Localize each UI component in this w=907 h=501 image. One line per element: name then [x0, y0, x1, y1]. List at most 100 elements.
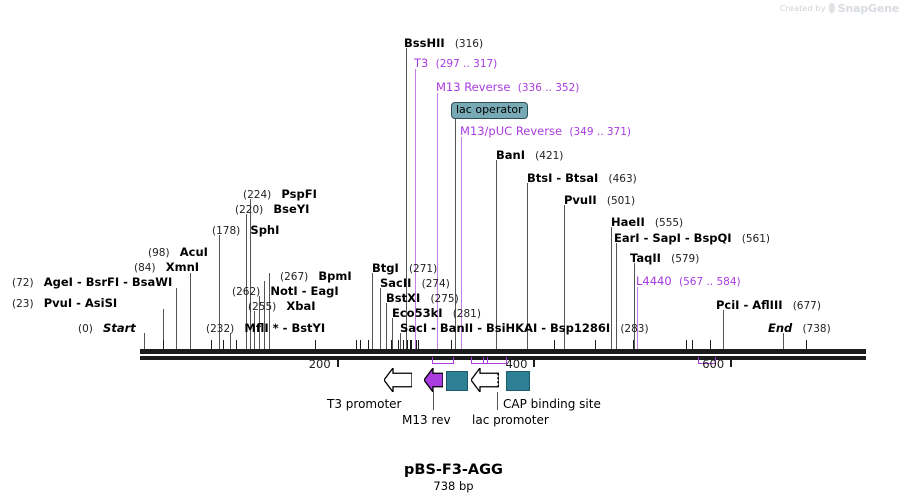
terminal-position: (738)	[802, 323, 831, 335]
enzyme-label-acui[interactable]: (98) AcuI	[148, 245, 208, 259]
enzyme-label-pspfi[interactable]: (224) PspFI	[243, 187, 317, 201]
enzyme-label-noti-eagi[interactable]: (262) NotI - EagI	[232, 284, 339, 298]
feature-name: L4440	[636, 274, 672, 288]
dna-strand-bottom	[140, 356, 866, 360]
leader-line	[250, 199, 251, 349]
feature-label-t3[interactable]: T3 (297 .. 317)	[414, 57, 497, 70]
leader-line	[176, 288, 177, 349]
restriction-site-tick	[315, 340, 316, 349]
watermark-brand: SnapGene	[837, 2, 899, 15]
enzyme-label-pvuii[interactable]: PvuII (501)	[564, 193, 635, 207]
enzyme-position: (579)	[671, 253, 700, 265]
leader-line	[144, 333, 145, 349]
leader-line	[380, 288, 381, 349]
enzyme-label-bstxi[interactable]: BstXI (275)	[386, 291, 459, 305]
enzyme-names: XbaI	[286, 299, 316, 313]
feature-range: (336 .. 352)	[517, 82, 580, 94]
leader-line	[392, 318, 393, 349]
enzyme-label-bpmi[interactable]: (267) BpmI	[280, 269, 352, 283]
restriction-site-tick	[410, 340, 411, 349]
enzyme-label-btgi[interactable]: BtgI (271)	[372, 261, 437, 275]
enzyme-position: (84)	[134, 262, 156, 274]
enzyme-label-agei-bsrfi-bsawi[interactable]: (72) AgeI - BsrFI - BsaWI	[12, 275, 172, 289]
enzyme-position: (220)	[235, 204, 264, 216]
restriction-site-tick	[211, 340, 212, 349]
feature-range-bracket	[697, 357, 717, 364]
feature-glyph-m13-rev[interactable]	[423, 366, 444, 396]
feature-glyph-lac-promoter[interactable]	[470, 366, 500, 396]
enzyme-label-pvui-asisi[interactable]: (23) PvuI - AsiSI	[12, 296, 117, 310]
enzyme-names: PspFI	[281, 187, 317, 201]
enzyme-names: NotI - EagI	[270, 284, 339, 298]
enzyme-label-eco53ki[interactable]: Eco53kI (281)	[392, 306, 481, 320]
feature-glyph-label-lac-promoter: lac promoter	[472, 413, 549, 427]
enzyme-position: (283)	[620, 323, 649, 335]
enzyme-label-xbai[interactable]: (255) XbaI	[248, 299, 316, 313]
leader-line	[564, 205, 565, 349]
enzyme-label-bseyi[interactable]: (220) BseYI	[235, 202, 309, 216]
enzyme-position: (463)	[608, 173, 637, 185]
enzyme-position: (232)	[206, 323, 235, 335]
enzyme-names: MflI * - BstYI	[244, 321, 326, 335]
feature-range-bracket	[483, 357, 507, 364]
leader-line	[415, 69, 417, 349]
feature-name: M13/pUC Reverse	[460, 124, 563, 138]
enzyme-position: (224)	[243, 189, 272, 201]
enzyme-label-bsshii[interactable]: BssHII (316)	[404, 36, 483, 50]
feature-label-m13-puc-rev[interactable]: M13/pUC Reverse (349 .. 371)	[460, 125, 631, 138]
tag-lac-operator[interactable]: lac operator	[451, 102, 528, 119]
enzyme-label-saci-banii[interactable]: SacI - BanII - BsiHKAI - Bsp1286I (283)	[400, 321, 649, 335]
restriction-site-tick	[407, 340, 408, 349]
leader-line	[437, 93, 439, 349]
enzyme-position: (316)	[454, 38, 484, 50]
feature-label-m13-reverse[interactable]: M13 Reverse (336 .. 352)	[436, 81, 579, 94]
leader-line	[386, 303, 387, 349]
enzyme-position: (501)	[606, 195, 636, 207]
enzyme-label-mfli-bstyi[interactable]: (232) MflI * - BstYI	[206, 321, 325, 335]
restriction-site-tick	[403, 340, 404, 349]
restriction-site-tick	[806, 340, 807, 349]
feature-label-l4440[interactable]: L4440 (567 .. 584)	[636, 275, 741, 288]
leader-line	[163, 309, 164, 349]
enzyme-names: HaeII	[611, 215, 645, 229]
dna-strand-top	[140, 349, 866, 354]
enzyme-position: (72)	[12, 277, 34, 289]
enzyme-label-taqii[interactable]: TaqII (579)	[630, 251, 699, 265]
enzyme-names: BtgI	[372, 261, 399, 275]
page-title: pBS-F3-AGG	[404, 462, 503, 478]
enzyme-position: (98)	[148, 247, 170, 259]
enzyme-names: XmnI	[165, 260, 200, 274]
enzyme-label-sacii[interactable]: SacII (274)	[380, 276, 450, 290]
leader-line	[400, 333, 401, 349]
enzyme-label-pcii-afliii[interactable]: PciI - AflIII (677)	[716, 298, 821, 312]
restriction-site-tick	[633, 340, 634, 349]
enzyme-names: SacI - BanII - BsiHKAI - Bsp1286I	[400, 321, 611, 335]
feature-glyph-label-m13-rev: M13 rev	[402, 413, 451, 427]
enzyme-position: (23)	[12, 298, 34, 310]
enzyme-label-xmni[interactable]: (84) XmnI	[134, 260, 199, 274]
enzyme-label-haeii[interactable]: HaeII (555)	[611, 215, 683, 229]
feature-range: (567 .. 584)	[679, 276, 741, 288]
leader-line	[246, 214, 247, 349]
enzyme-label-bani[interactable]: BanI (421)	[496, 148, 563, 162]
leader-line	[634, 263, 635, 349]
leader-line	[190, 273, 191, 349]
feature-glyph-leader	[497, 392, 498, 410]
restriction-site-tick	[686, 340, 687, 349]
feature-glyph-cap-binding[interactable]	[506, 371, 530, 391]
feature-glyph-lac-operator-box[interactable]	[446, 371, 468, 391]
terminal-position: (0)	[78, 323, 93, 335]
enzyme-names: BssHII	[404, 36, 445, 50]
watermark-created-by: Created by	[779, 4, 826, 13]
enzyme-label-eari-sapi-bspqi[interactable]: EarI - SapI - BspQI (561)	[614, 231, 770, 245]
leader-line	[254, 311, 255, 349]
enzyme-label-btsi-btsai[interactable]: BtsI - BtsaI (463)	[527, 171, 637, 185]
enzyme-position: (421)	[535, 150, 564, 162]
feature-glyph-t3-promoter[interactable]	[383, 366, 413, 396]
enzyme-label-sphi[interactable]: (178) SphI	[212, 223, 279, 237]
restriction-site-tick	[356, 340, 357, 349]
restriction-site-tick	[418, 340, 419, 349]
enzyme-position: (555)	[654, 217, 684, 229]
enzyme-position: (275)	[430, 293, 459, 305]
leader-line	[406, 48, 407, 349]
